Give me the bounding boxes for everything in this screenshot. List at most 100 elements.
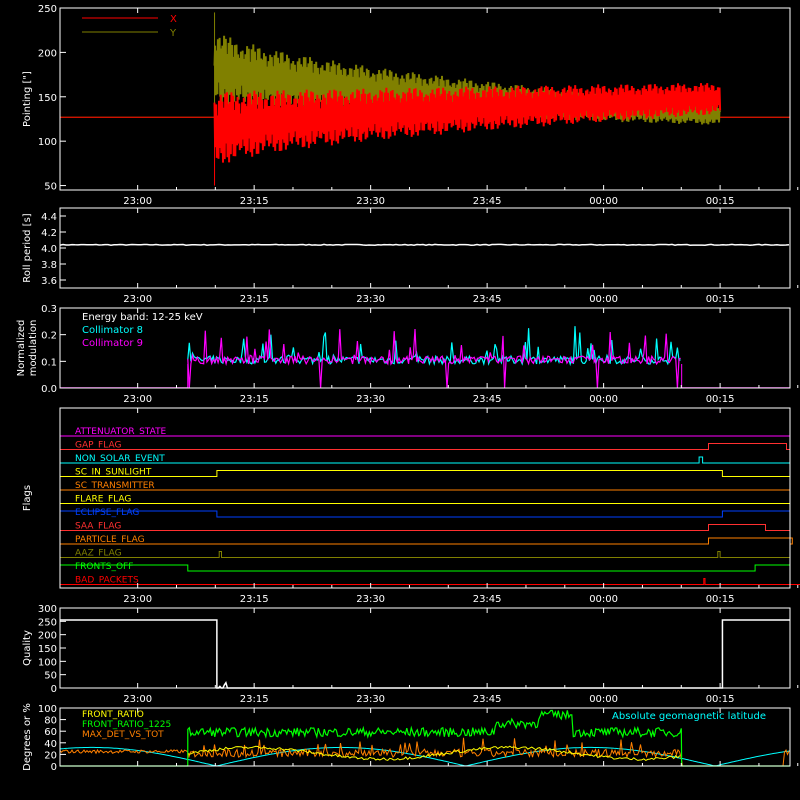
panel-frame-ratios	[59, 707, 791, 767]
panel-frame-modulation	[59, 307, 791, 389]
flag-line-aaz_flag	[60, 551, 790, 558]
x-tick-label: 23:45	[473, 594, 502, 605]
x-tick-label: 00:15	[706, 294, 735, 305]
flag-label: PARTICLE_FLAG	[75, 535, 145, 545]
flag-label: SAA_FLAG	[75, 522, 121, 532]
y-tick-label: 80	[44, 716, 57, 727]
y-tick-label: 0	[51, 684, 57, 695]
y-axis-label: modulation	[28, 320, 39, 377]
x-tick-label: 23:45	[473, 294, 502, 305]
y-tick-label: 40	[44, 739, 57, 750]
x-tick-label: 00:00	[589, 594, 618, 605]
flag-label: NON_SOLAR_EVENT	[75, 454, 165, 464]
y-tick-label: 100	[38, 657, 57, 668]
flag-line-sc_in_sunlight	[60, 470, 790, 477]
flag-label: AAZ_FLAG	[75, 549, 122, 559]
y-axis-label: Normalized	[16, 320, 27, 377]
y-tick-label: 4.4	[41, 212, 57, 223]
x-tick-label: 23:30	[356, 694, 385, 705]
y-tick-label: 3.6	[41, 276, 57, 287]
y-tick-label: 0.3	[41, 304, 57, 315]
x-tick-label: 23:00	[123, 594, 152, 605]
x-tick-label: 00:15	[706, 196, 735, 207]
modulation-series-1	[187, 328, 681, 389]
panel-frame-roll	[59, 207, 791, 289]
max-det-vs-tot-line	[59, 737, 790, 767]
y-axis-label: Flags	[22, 485, 33, 511]
legend-label-collimator-9: Collimator 9	[82, 338, 143, 349]
x-tick-label: 23:30	[356, 394, 385, 405]
flag-label: FLARE_FLAG	[75, 495, 131, 505]
y-tick-label: 100	[38, 704, 57, 715]
legend-label-front-ratio-1225: FRONT_RATIO_1225	[82, 720, 171, 730]
flag-label: ATTENUATOR_STATE	[75, 427, 167, 437]
flag-line-saa_flag	[60, 524, 790, 531]
y-tick-label: 150	[38, 644, 57, 655]
geomagnetic-annotation: Absolute geomagnetic latitude	[612, 711, 766, 722]
roll-period-line	[59, 243, 790, 246]
x-tick-label: 23:30	[356, 594, 385, 605]
y-tick-label: 50	[44, 182, 57, 193]
legend-label-X: X	[170, 14, 177, 25]
y-tick-label: 100	[38, 137, 57, 148]
flag-line-gap_flag	[60, 443, 790, 450]
x-tick-label: 00:00	[589, 394, 618, 405]
x-tick-label: 23:45	[473, 196, 502, 207]
front-ratio-line	[187, 745, 681, 761]
legend-label-max-det-vs-tot: MAX_DET_VS_TOT	[82, 730, 164, 740]
y-axis-label: Pointing ["]	[22, 71, 33, 127]
x-tick-label: 00:15	[706, 394, 735, 405]
flag-label: ECLIPSE_FLAG	[75, 508, 139, 518]
y-axis-label: Quality	[22, 630, 33, 666]
modulation-series-0	[187, 326, 681, 367]
panel-frame-flags	[59, 407, 791, 589]
flag-line-non_solar_event	[60, 456, 790, 464]
y-tick-label: 60	[44, 727, 57, 738]
y-tick-label: 300	[38, 604, 57, 615]
x-tick-label: 00:00	[589, 694, 618, 705]
x-tick-label: 00:00	[589, 294, 618, 305]
series-band-X	[213, 83, 722, 163]
y-tick-label: 0	[51, 762, 57, 773]
flag-label: BAD_PACKETS	[75, 576, 139, 586]
legend-label-collimator-8: Collimator 8	[82, 325, 143, 336]
y-tick-label: 200	[38, 48, 57, 59]
flag-line-eclipse_flag	[60, 510, 790, 518]
y-tick-label: 0.0	[41, 384, 57, 395]
x-tick-label: 23:00	[123, 294, 152, 305]
x-tick-label: 23:15	[240, 594, 269, 605]
y-tick-label: 150	[38, 93, 57, 104]
panel-frame-pointing	[59, 7, 791, 191]
y-tick-label: 200	[38, 631, 57, 642]
y-tick-label: 20	[44, 750, 57, 761]
x-tick-label: 00:15	[706, 594, 735, 605]
y-tick-label: 250	[38, 617, 57, 628]
y-tick-label: 0.1	[41, 357, 57, 368]
legend-label-Y: Y	[169, 28, 177, 39]
y-axis-label: Degrees or %	[22, 703, 33, 771]
x-tick-label: 23:00	[123, 694, 152, 705]
flag-line-bad_packets	[60, 578, 800, 585]
flag-label: GAP_FLAG	[75, 441, 121, 451]
flag-line-fronts_off	[60, 564, 790, 572]
x-tick-label: 23:00	[123, 394, 152, 405]
x-tick-label: 23:00	[123, 196, 152, 207]
legend-label-front-ratio: FRONT_RATIO	[82, 710, 144, 720]
y-tick-label: 50	[44, 671, 57, 682]
quality-line	[60, 619, 790, 689]
flag-label: FRONTS_OFF	[75, 562, 133, 572]
x-tick-label: 23:30	[356, 196, 385, 207]
y-axis-label: Roll period [s]	[22, 213, 33, 282]
x-tick-label: 23:45	[473, 694, 502, 705]
y-tick-label: 4.2	[41, 228, 57, 239]
x-tick-label: 23:15	[240, 694, 269, 705]
y-tick-label: 250	[38, 4, 57, 15]
x-tick-label: 23:15	[240, 394, 269, 405]
x-tick-label: 00:15	[706, 694, 735, 705]
x-tick-label: 23:45	[473, 394, 502, 405]
front-ratio-1225-line	[60, 709, 790, 767]
y-tick-label: 4.0	[41, 244, 57, 255]
flag-label: SC_IN_SUNLIGHT	[75, 468, 152, 478]
x-tick-label: 23:15	[240, 196, 269, 207]
